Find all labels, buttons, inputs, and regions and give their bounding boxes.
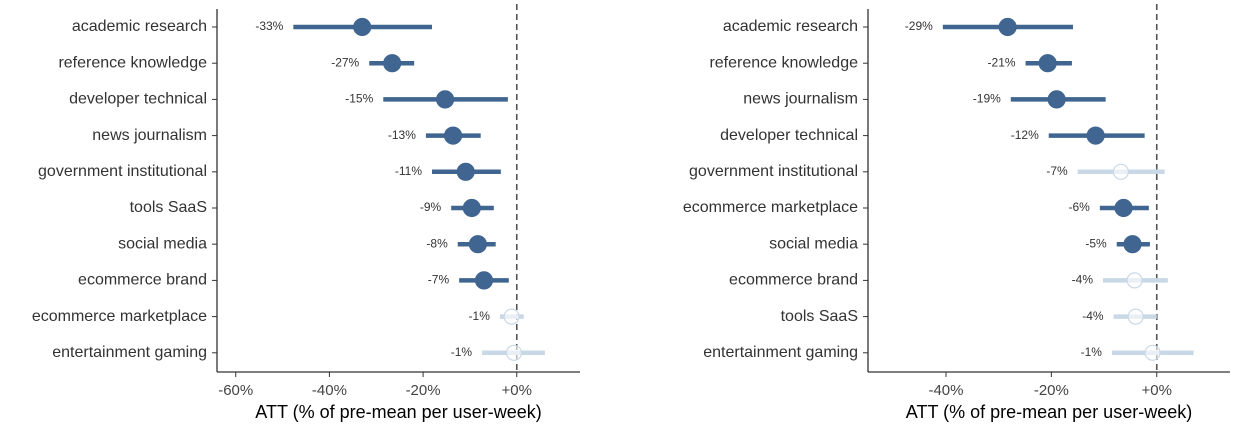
value-label: -5% (1085, 236, 1107, 250)
y-tick-label: ecommerce brand (78, 272, 207, 289)
point (462, 198, 481, 218)
y-tick-label: tools SaaS (781, 308, 858, 325)
value-label: -1% (451, 345, 473, 359)
point (383, 54, 402, 73)
y-tick-label: social media (769, 235, 858, 252)
y-tick-label: academic research (72, 18, 207, 35)
value-label: -33% (255, 19, 283, 33)
y-tick-label: ecommerce marketplace (32, 308, 207, 325)
point (1047, 90, 1066, 109)
y-tick-label: news journalism (92, 127, 207, 144)
y-tick-label: ecommerce brand (729, 272, 858, 289)
point (474, 271, 494, 290)
point (505, 344, 523, 361)
y-tick-label: government institutional (38, 163, 207, 180)
y-tick-label: entertainment gaming (703, 344, 858, 361)
value-label: -1% (1081, 345, 1103, 359)
value-label: -12% (1011, 128, 1039, 142)
x-tick-label: -20% (1034, 382, 1069, 399)
value-label: -19% (973, 92, 1001, 106)
x-axis-title: ATT (% of pre-mean per user-week) (906, 402, 1192, 422)
y-tick-label: government institutional (689, 163, 858, 180)
y-tick-label: social media (118, 235, 207, 252)
value-label: -29% (905, 19, 933, 33)
point (1086, 126, 1105, 145)
x-tick-label: -20% (406, 382, 441, 399)
value-label: -9% (420, 200, 442, 214)
x-tick-label: -60% (218, 382, 253, 399)
point (998, 17, 1017, 37)
point (456, 162, 475, 181)
point (1144, 344, 1161, 361)
x-tick-label: +0% (1142, 382, 1172, 399)
y-tick-label: reference knowledge (58, 54, 207, 71)
value-label: -27% (331, 55, 359, 69)
value-label: -21% (988, 55, 1016, 69)
value-label: -11% (395, 164, 422, 178)
value-label: -8% (426, 236, 448, 250)
value-label: -4% (1082, 309, 1104, 323)
y-tick-label: reference knowledge (709, 54, 858, 71)
value-label: -4% (1072, 273, 1094, 287)
x-tick-label: +0% (502, 382, 532, 399)
y-tick-label: entertainment gaming (52, 344, 207, 361)
x-tick-label: -40% (928, 382, 963, 399)
y-tick-label: tools SaaS (130, 199, 207, 216)
point (1126, 272, 1143, 289)
x-axis-title: ATT (% of pre-mean per user-week) (255, 402, 541, 422)
value-label: -13% (388, 128, 416, 142)
y-tick-label: ecommerce marketplace (683, 199, 858, 216)
point (1038, 54, 1057, 73)
y-tick-label: academic research (723, 18, 858, 35)
value-label: -15% (345, 92, 373, 106)
point (436, 90, 455, 109)
y-tick-label: news journalism (743, 91, 858, 108)
value-label: -7% (1046, 164, 1068, 178)
value-label: -1% (469, 309, 491, 323)
point (353, 17, 372, 37)
y-tick-label: developer technical (69, 91, 207, 108)
point (468, 235, 487, 254)
point (1127, 308, 1144, 325)
point (1114, 198, 1133, 218)
y-tick-label: developer technical (720, 127, 858, 144)
value-label: -7% (428, 273, 450, 287)
point (503, 308, 520, 325)
point (443, 126, 463, 145)
point (1123, 235, 1142, 254)
value-label: -6% (1069, 200, 1091, 214)
x-tick-label: -40% (312, 382, 347, 399)
point (1112, 163, 1130, 180)
